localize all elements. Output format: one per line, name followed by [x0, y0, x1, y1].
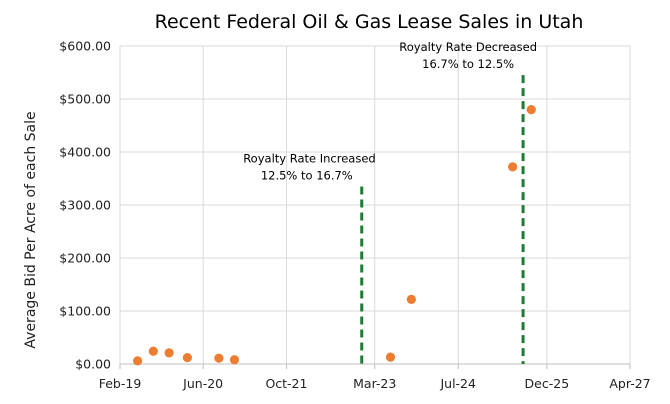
y-tick-label: $400.00	[59, 145, 111, 160]
annotation-text: Royalty Rate Decreased	[399, 40, 537, 54]
x-tick-label: Feb-19	[99, 376, 142, 391]
x-tick-label: Dec-25	[525, 376, 570, 391]
chart-title: Recent Federal Oil & Gas Lease Sales in …	[155, 11, 584, 33]
y-tick-label: $600.00	[59, 39, 111, 54]
data-point	[164, 348, 174, 358]
x-tick-label: Oct-21	[265, 376, 307, 391]
data-point	[214, 353, 224, 363]
data-point	[508, 162, 518, 172]
y-tick-label: $200.00	[59, 251, 111, 266]
axes: $0.00 $100.00 $200.00 $300.00 $400.00 $500.00…	[59, 39, 650, 392]
annotation-text: Royalty Rate Increased	[243, 151, 376, 165]
x-tick-label: Jun-20	[182, 376, 223, 391]
data-point	[526, 105, 536, 115]
gridlines	[120, 45, 631, 364]
data-points	[133, 105, 536, 366]
x-tick-label: Apr-27	[609, 376, 650, 391]
data-point	[133, 356, 143, 366]
data-point	[406, 294, 416, 304]
y-tick-label: $0.00	[75, 357, 111, 372]
y-tick-label: $300.00	[59, 198, 111, 213]
data-point	[385, 352, 396, 362]
annotation-text: 12.5% to 16.7%	[261, 168, 353, 182]
x-tick-label: Mar-23	[353, 376, 396, 391]
data-point	[182, 353, 193, 363]
annotation-text: 16.7% to 12.5%	[422, 57, 514, 71]
reference-lines: Royalty Rate Increased 12.5% to 16.7% Roya…	[243, 40, 537, 364]
data-point	[229, 355, 240, 365]
data-point	[148, 346, 158, 356]
x-tick-label: Jul-24	[439, 376, 476, 391]
y-axis-label: Average Bid Per Acre of each Sale	[23, 111, 39, 348]
y-tick-label: $500.00	[59, 92, 111, 107]
y-tick-label: $100.00	[59, 304, 111, 319]
